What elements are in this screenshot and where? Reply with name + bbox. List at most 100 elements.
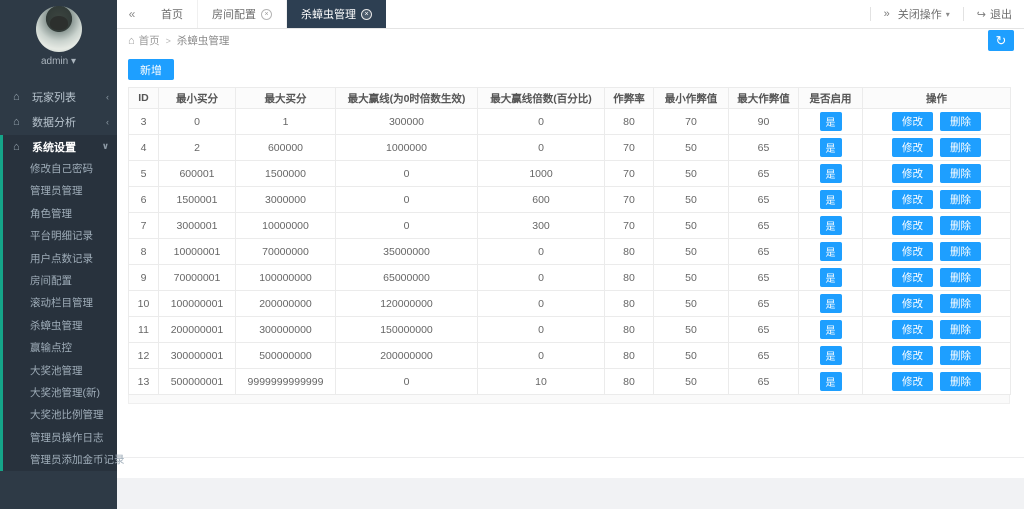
delete-button[interactable]: 删除 (940, 320, 981, 339)
cell-max_win: 65000000 (335, 264, 478, 291)
enabled-badge[interactable]: 是 (819, 268, 842, 287)
sidebar-subitem[interactable]: 房间配置 (30, 274, 72, 287)
cell-max_win: 150000000 (335, 316, 478, 343)
table-footer (128, 395, 1010, 404)
table-header-row: ID 最小买分 最大买分 最大赢线(为0时倍数生效) 最大赢线倍数(百分比) 作弊率 最小作… (128, 87, 1011, 109)
enabled-badge[interactable]: 是 (819, 294, 842, 313)
sidebar-item[interactable]: ⌂ 数据分析 ‹ (0, 110, 117, 133)
cell-id: 12 (128, 342, 159, 369)
cell-max_win_pct: 1000 (477, 160, 605, 187)
sidebar-subitem[interactable]: 管理员添加金币记录 (30, 454, 125, 467)
avatar[interactable] (35, 6, 82, 52)
logout-button[interactable]: ↪ 退出 (976, 8, 1012, 22)
edit-button[interactable]: 修改 (892, 242, 933, 261)
close-operations-dropdown[interactable]: 关闭操作 ▾ (897, 9, 950, 21)
edit-button[interactable]: 修改 (892, 190, 933, 209)
enabled-badge[interactable]: 是 (819, 112, 842, 131)
add-button[interactable]: 新增 (128, 59, 174, 80)
edit-button[interactable]: 修改 (892, 164, 933, 183)
delete-button[interactable]: 删除 (940, 242, 981, 261)
column-header: 是否启用 (798, 87, 863, 109)
username[interactable]: admin ▾ (40, 56, 77, 67)
sidebar-item-label: 数据分析 (32, 116, 76, 129)
content-bottom-divider (117, 457, 1024, 458)
table-row: 3 0 1 300000 0 80 70 90 是修改 删除 (128, 108, 1011, 135)
cell-enabled: 是 (798, 342, 863, 369)
sidebar-subitem[interactable]: 赢输点控 (30, 342, 72, 355)
cell-actions: 修改 删除 (862, 108, 1011, 135)
delete-button[interactable]: 删除 (940, 138, 981, 157)
sidebar-subitem[interactable]: 角色管理 (30, 207, 72, 220)
edit-button[interactable]: 修改 (892, 112, 933, 131)
enabled-badge[interactable]: 是 (819, 164, 842, 183)
refresh-button[interactable]: ↻ (988, 30, 1014, 51)
sidebar-subitem[interactable]: 大奖池管理 (30, 364, 83, 377)
edit-button[interactable]: 修改 (892, 346, 933, 365)
cell-max_win: 35000000 (335, 238, 478, 265)
cell-max_cheat: 65 (728, 238, 799, 265)
cell-id: 8 (128, 238, 159, 265)
delete-button[interactable]: 删除 (940, 294, 981, 313)
sidebar-subitem[interactable]: 管理员操作日志 (30, 431, 104, 444)
tabs-expand-right-icon[interactable]: » (883, 8, 890, 20)
breadcrumb: ⌂ 首页 > 杀蟑虫管理 ↻ (117, 29, 1024, 52)
sidebar-subitem[interactable]: 平台明细记录 (30, 230, 93, 243)
home-icon: ⌂ (13, 115, 20, 128)
delete-button[interactable]: 删除 (940, 112, 981, 131)
cell-max_cheat: 65 (728, 368, 799, 395)
delete-button[interactable]: 删除 (940, 216, 981, 235)
edit-button[interactable]: 修改 (892, 320, 933, 339)
tab-item[interactable]: 首页 (147, 0, 198, 28)
sidebar-subitem[interactable]: 用户点数记录 (30, 252, 93, 265)
column-header: ID (128, 87, 159, 109)
cell-enabled: 是 (798, 368, 863, 395)
edit-button[interactable]: 修改 (892, 138, 933, 157)
data-table-wrap: ID 最小买分 最大买分 最大赢线(为0时倍数生效) 最大赢线倍数(百分比) 作弊率 最小作… (128, 87, 1011, 404)
tab-active[interactable]: 杀蟑虫管理 × (287, 0, 386, 28)
sidebar-subitem[interactable]: 管理员管理 (30, 185, 83, 198)
sidebar-subitem[interactable]: 大奖池比例管理 (30, 409, 104, 422)
enabled-badge[interactable]: 是 (819, 320, 842, 339)
tab-item[interactable]: 房间配置 × (198, 0, 287, 28)
sidebar-subitem[interactable]: 杀蟑虫管理 (30, 319, 83, 332)
tabs-collapse-left-icon[interactable]: « (128, 7, 136, 21)
cell-max_buy: 3000000 (235, 186, 336, 213)
cell-min_buy: 200000001 (158, 316, 236, 343)
cell-max_buy: 600000 (235, 134, 336, 161)
edit-button[interactable]: 修改 (892, 216, 933, 235)
enabled-badge[interactable]: 是 (819, 138, 842, 157)
table-row: 13 500000001 9999999999999 0 10 80 50 65 是 修改 删除 (128, 368, 1011, 395)
table-row: 7 3000001 10000000 0 300 70 50 65 是 修改 删除 (128, 212, 1011, 239)
breadcrumb-home[interactable]: 首页 (138, 35, 160, 47)
edit-button[interactable]: 修改 (892, 294, 933, 313)
cell-max_win_pct: 0 (477, 134, 605, 161)
cell-max_buy: 70000000 (235, 238, 336, 265)
tab-close-icon[interactable]: × (361, 8, 372, 20)
edit-button[interactable]: 修改 (892, 372, 933, 391)
sidebar-item-label: 玩家列表 (32, 91, 76, 104)
table-body: 3 0 1 300000 0 80 70 90 是修改 删除 4 2 600000 1000000 0 70 5… (128, 108, 1011, 395)
delete-button[interactable]: 删除 (940, 372, 981, 391)
enabled-badge[interactable]: 是 (819, 346, 842, 365)
cell-max_win: 200000000 (335, 342, 478, 369)
sidebar-subitem[interactable]: 滚动栏目管理 (30, 297, 93, 310)
sidebar-item[interactable]: ⌂ 系统设置 ∨ (3, 135, 117, 158)
breadcrumb-separator: > (165, 35, 171, 46)
delete-button[interactable]: 删除 (940, 190, 981, 209)
enabled-badge[interactable]: 是 (819, 190, 842, 209)
cell-min_buy: 300000001 (158, 342, 236, 369)
edit-button[interactable]: 修改 (892, 268, 933, 287)
enabled-badge[interactable]: 是 (819, 372, 842, 391)
delete-button[interactable]: 删除 (940, 164, 981, 183)
sidebar-subitem[interactable]: 修改自己密码 (30, 163, 93, 175)
enabled-badge[interactable]: 是 (819, 242, 842, 261)
sidebar-subitem[interactable]: 大奖池管理(新) (30, 386, 100, 399)
sidebar-item[interactable]: ⌂ 玩家列表 ‹ (0, 85, 117, 108)
delete-button[interactable]: 删除 (940, 346, 981, 365)
enabled-badge[interactable]: 是 (819, 216, 842, 235)
cell-min_buy: 0 (158, 108, 236, 135)
tab-close-icon[interactable]: × (261, 8, 272, 20)
cell-actions: 修改 删除 (862, 212, 1011, 239)
cell-actions: 修改 删除 (862, 368, 1011, 395)
delete-button[interactable]: 删除 (940, 268, 981, 287)
